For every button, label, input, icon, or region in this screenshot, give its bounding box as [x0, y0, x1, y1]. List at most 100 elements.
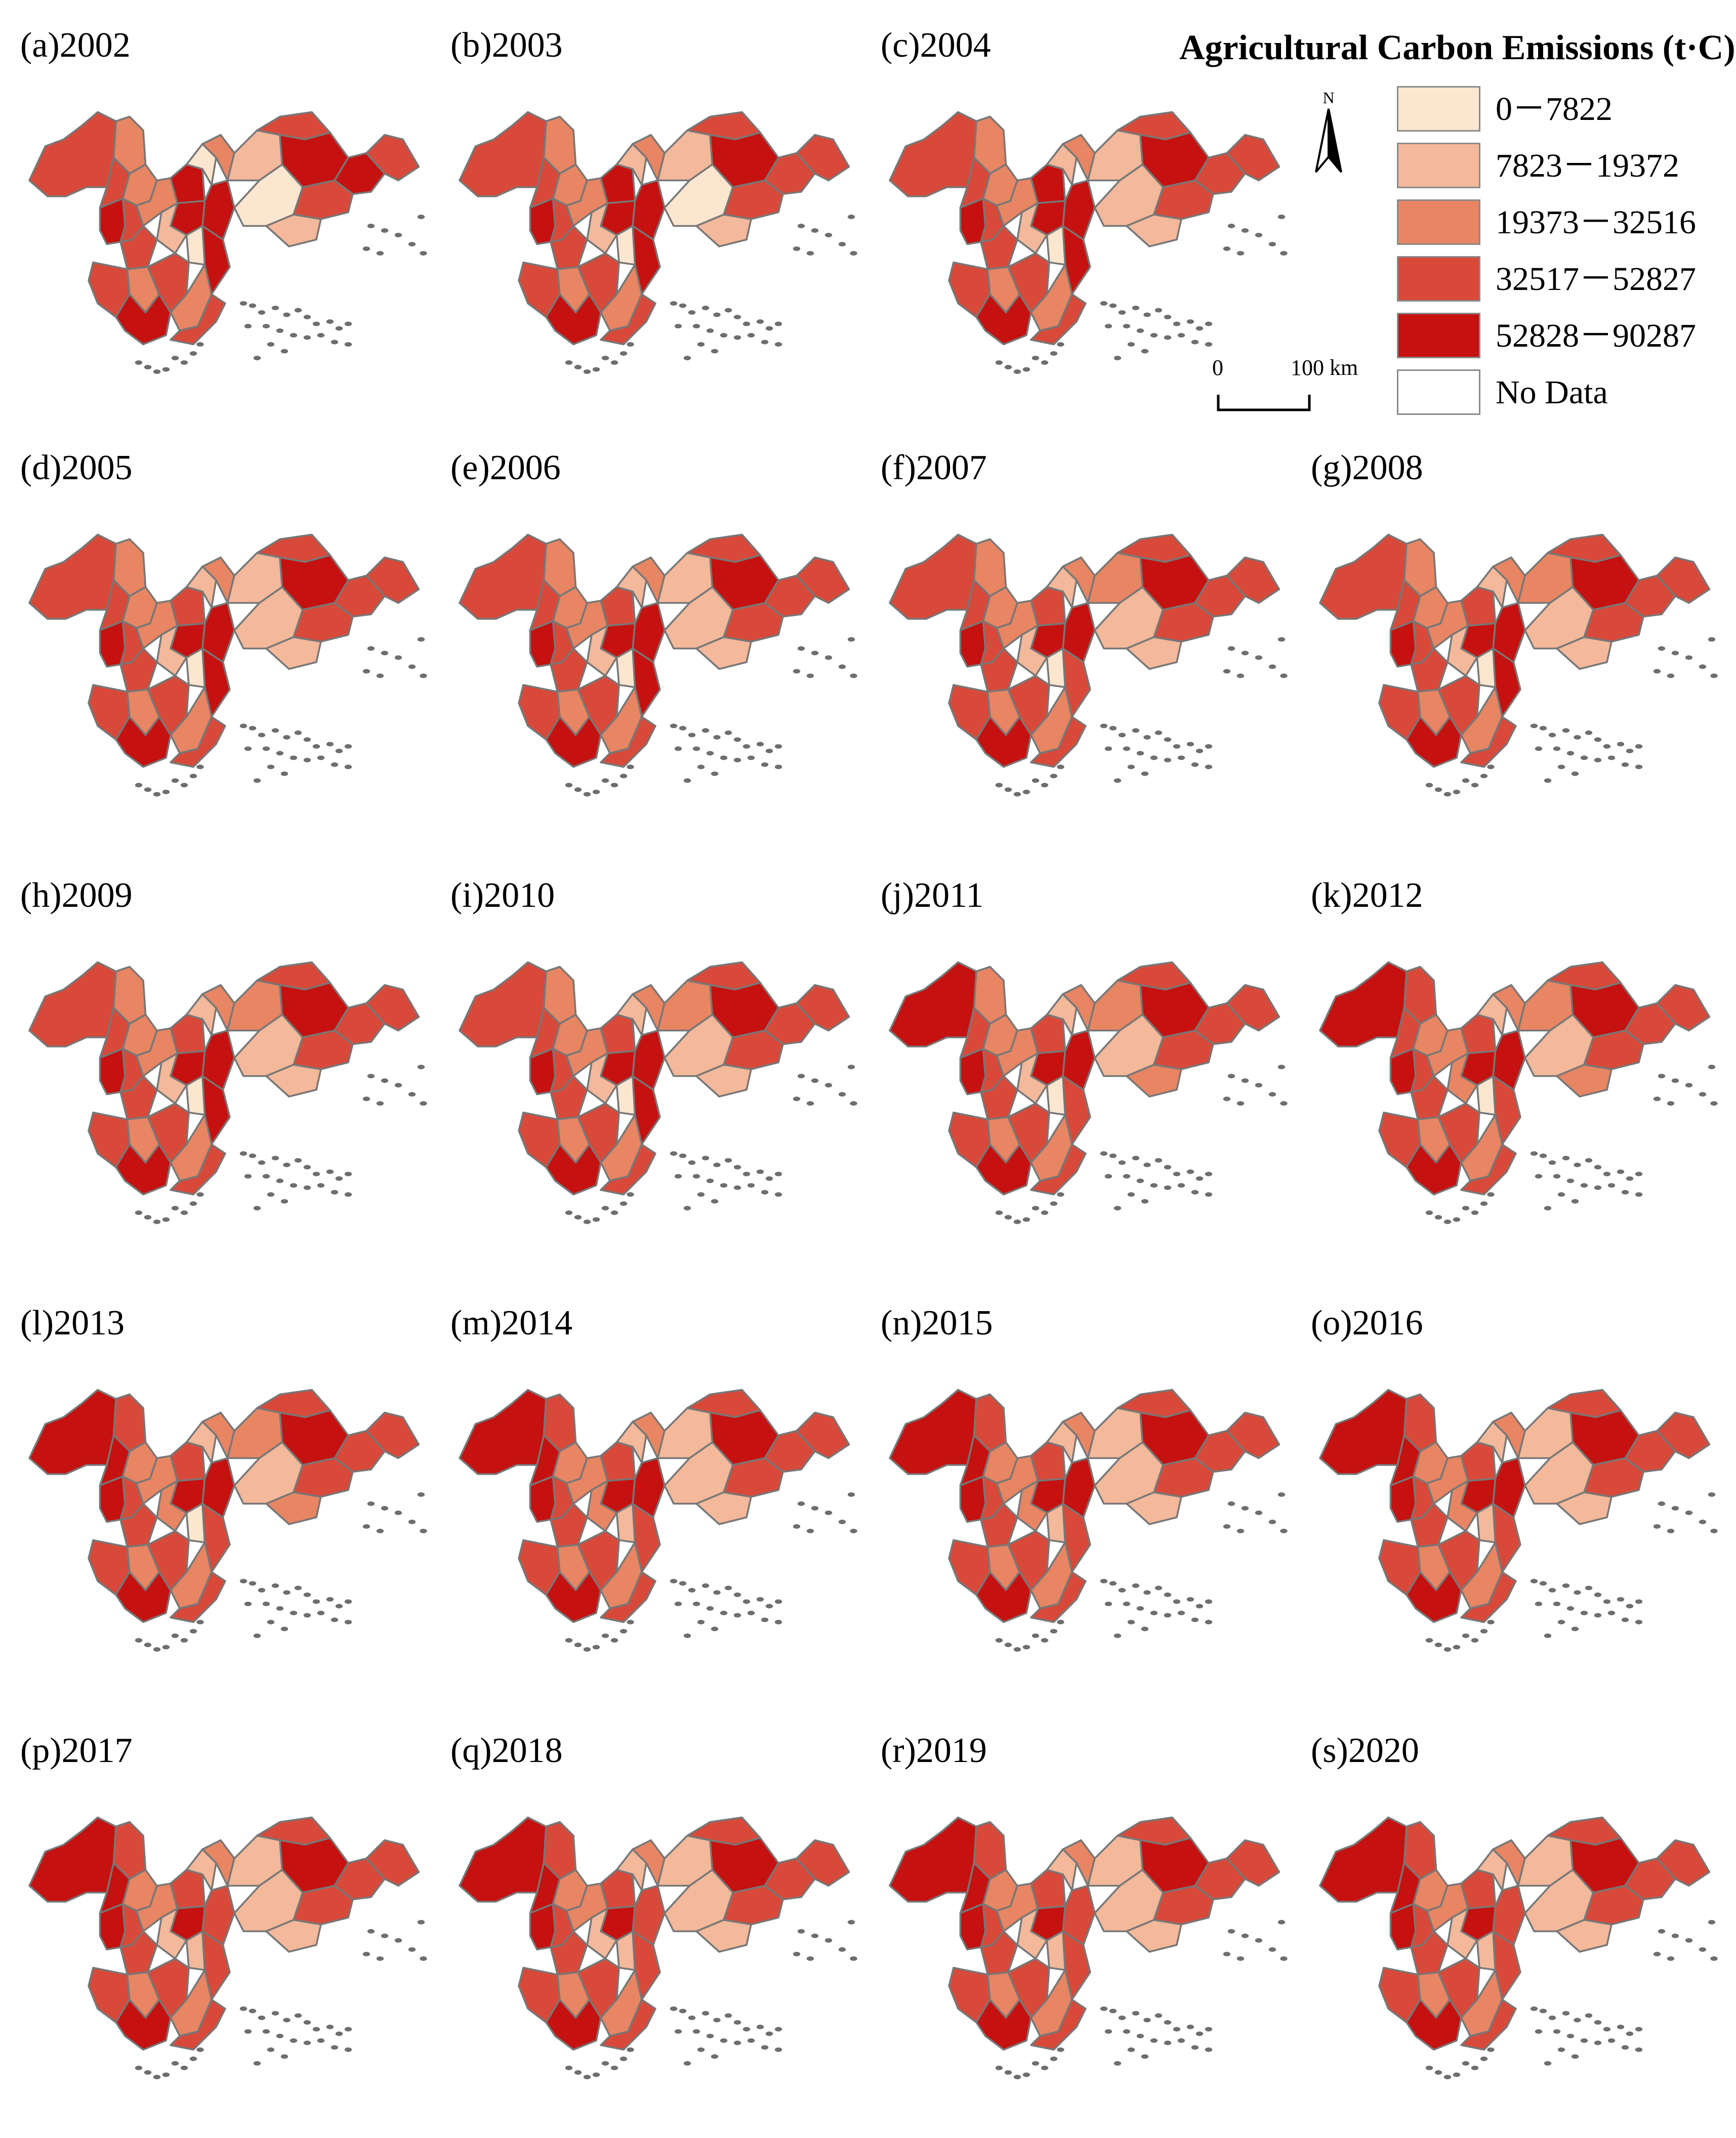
island-dot	[824, 1083, 833, 1087]
map-region	[796, 1839, 850, 1887]
island-dot	[713, 2018, 721, 2023]
island-dot	[276, 1606, 284, 1611]
map-region	[1556, 636, 1613, 670]
legend-label: 52828－90287	[1496, 317, 1696, 354]
island-dot	[1100, 2006, 1108, 2011]
island-dot	[1708, 1065, 1716, 1069]
island-dot	[317, 2038, 325, 2043]
island-dot	[774, 1192, 782, 1197]
map-region	[185, 993, 217, 1036]
panel-label: (e)2006	[450, 448, 561, 487]
island-dot	[679, 1153, 687, 1158]
island-dot	[1268, 242, 1276, 246]
island-dot	[995, 2066, 1003, 2070]
island-dot	[1617, 1169, 1625, 1174]
island-dot	[1594, 1165, 1602, 1169]
island-dot	[253, 356, 261, 360]
island-dot	[706, 1179, 714, 1183]
island-dot	[1057, 765, 1064, 769]
island-dot	[1191, 340, 1199, 345]
island-dot	[1150, 756, 1158, 760]
island-dot	[1453, 2072, 1461, 2077]
island-dot	[1132, 2011, 1140, 2016]
island-dot	[1132, 1156, 1140, 1160]
island-dot	[627, 765, 634, 769]
island-dot	[838, 1947, 846, 1952]
island-dot	[239, 724, 247, 728]
island-dot	[1535, 746, 1543, 751]
island-dot	[1100, 1579, 1108, 1583]
island-dot	[610, 783, 618, 787]
island-dot	[1104, 1602, 1112, 1606]
island-dot	[1223, 1097, 1231, 1101]
island-dot	[610, 1638, 618, 1643]
map-panel: (r)2019	[881, 1733, 1306, 2138]
map-region	[1126, 214, 1182, 247]
choropleth-map	[28, 1816, 427, 2079]
island-dot	[1123, 1602, 1131, 1606]
map-region	[975, 1143, 1032, 1196]
island-dot	[239, 1579, 247, 1583]
island-dot	[688, 1588, 696, 1592]
island-dot	[330, 1617, 339, 1622]
island-dot	[742, 744, 751, 749]
map-region	[1476, 993, 1508, 1036]
island-dot	[1050, 774, 1058, 778]
island-dot	[847, 1492, 855, 1497]
island-dot	[706, 1606, 714, 1611]
island-dot	[1143, 735, 1151, 740]
island-dot	[1013, 2075, 1021, 2079]
island-dot	[1280, 251, 1288, 256]
island-dot	[1562, 1583, 1570, 1588]
island-dot	[317, 333, 325, 338]
island-dot	[850, 1529, 857, 1533]
island-dot	[679, 303, 687, 308]
island-dot	[335, 326, 343, 331]
island-dot	[1557, 1620, 1565, 1624]
map-panel: (h)2009	[20, 878, 445, 1283]
island-dot	[627, 2047, 634, 2052]
island-dot	[1626, 1604, 1634, 1609]
island-dot	[344, 342, 352, 347]
island-dot	[362, 1524, 370, 1529]
island-dot	[258, 733, 266, 737]
island-dot	[283, 735, 291, 740]
island-dot	[1127, 1192, 1135, 1197]
island-dot	[381, 651, 389, 655]
island-dot	[1671, 1506, 1679, 1511]
island-dot	[995, 360, 1003, 365]
map-region	[170, 1869, 206, 1910]
legend-swatch	[1397, 86, 1480, 132]
island-dot	[1277, 1920, 1286, 1924]
map-region	[1030, 1014, 1066, 1055]
island-dot	[367, 646, 375, 651]
island-dot	[1004, 365, 1012, 369]
island-dot	[674, 324, 682, 328]
island-dot	[330, 1190, 339, 1195]
island-dot	[574, 1215, 582, 1220]
legend-swatch	[1397, 369, 1480, 415]
island-dot	[679, 2008, 687, 2014]
choropleth-map	[889, 1816, 1288, 2079]
choropleth-map	[28, 961, 427, 1224]
island-dot	[601, 356, 609, 360]
map-region	[1460, 1571, 1517, 1623]
map-region	[615, 143, 647, 186]
map-region	[28, 1816, 117, 1903]
island-dot	[1626, 2031, 1634, 2036]
map-region	[459, 1389, 547, 1475]
island-dot	[1109, 726, 1117, 731]
island-dot	[1471, 1210, 1479, 1215]
island-dot	[1127, 765, 1135, 769]
island-dot	[733, 1165, 741, 1169]
island-dot	[806, 1101, 814, 1106]
island-dot	[189, 1629, 197, 1633]
island-dot	[1268, 1947, 1276, 1952]
island-dot	[1658, 1501, 1666, 1506]
map-region	[889, 1389, 977, 1475]
island-dot	[344, 1171, 352, 1177]
island-dot	[583, 1647, 591, 1652]
island-dot	[180, 360, 188, 365]
island-dot	[1004, 1215, 1012, 1220]
island-dot	[326, 2025, 334, 2029]
